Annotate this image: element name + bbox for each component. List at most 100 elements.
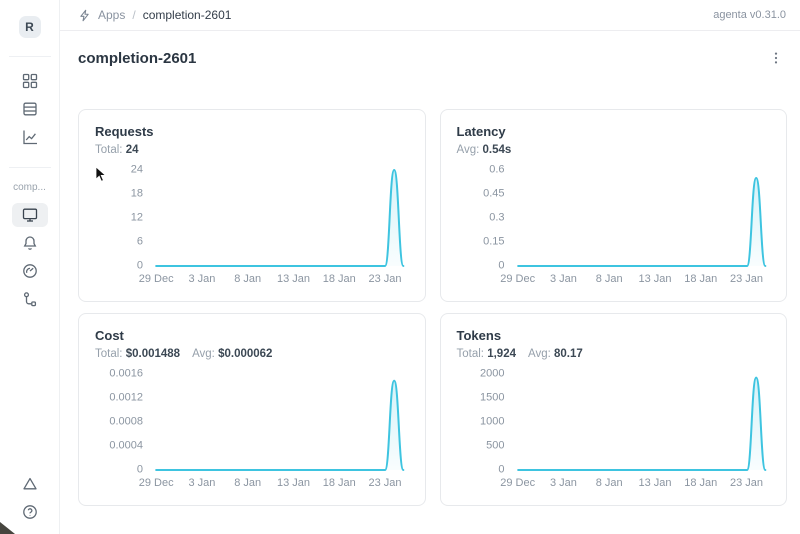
x-tick-label: 18 Jan <box>684 273 718 285</box>
tree-branch-icon <box>23 292 36 307</box>
chart-plot[interactable] <box>151 169 409 267</box>
sidebar-app-nav <box>11 193 48 311</box>
agenta-logo-icon <box>78 9 91 22</box>
workspace-avatar[interactable]: R <box>18 16 41 38</box>
sidebar-divider <box>8 56 51 57</box>
x-tick-label: 18 Jan <box>684 477 718 489</box>
sidebar-item-alerts[interactable] <box>12 472 48 496</box>
sidebar-main-nav <box>12 57 48 149</box>
sidebar-item-help[interactable] <box>12 500 48 524</box>
x-tick-label: 8 Jan <box>595 273 623 285</box>
chart-line <box>518 178 765 266</box>
breadcrumb: Apps / completion-2601 <box>78 8 231 22</box>
y-tick-label: 24 <box>130 163 143 176</box>
x-tick-label: 13 Jan <box>638 273 672 285</box>
sidebar: R comp... <box>0 0 60 534</box>
y-tick-label: 0 <box>136 463 143 476</box>
y-tick-label: 12 <box>130 211 143 224</box>
chart-plot[interactable] <box>513 169 771 267</box>
breadcrumb-apps[interactable]: Apps <box>98 8 126 22</box>
more-options-button[interactable] <box>765 47 787 69</box>
sidebar-item-monitoring[interactable] <box>12 259 48 283</box>
card-stats: Total: 24 <box>95 143 409 158</box>
sidebar-item-apps[interactable] <box>12 69 48 93</box>
chart-line <box>156 170 403 266</box>
latency-card: Latency Avg: 0.54s 0 0.15 0.3 0.45 0.6 29 De… <box>439 109 787 302</box>
main-area: Apps / completion-2601 agenta v0.31.0 co… <box>60 0 800 534</box>
chart-plot[interactable] <box>151 373 409 471</box>
x-tick-label: 23 Jan <box>730 273 764 285</box>
x-tick-label: 3 Jan <box>549 477 577 489</box>
monitor-icon <box>22 208 37 222</box>
page-header: completion-2601 <box>78 47 787 69</box>
y-tick-label: 0.15 <box>483 235 505 248</box>
x-axis: 29 Dec 3 Jan 8 Jan 13 Jan 18 Jan 23 Jan <box>500 471 771 489</box>
y-tick-label: 1500 <box>480 391 505 404</box>
chart-plot[interactable] <box>513 373 771 471</box>
x-tick-label: 29 Dec <box>138 477 174 489</box>
stat-value: 1,924 <box>487 348 516 360</box>
metrics-grid: Requests Total: 24 0 6 12 18 24 29 Dec 3 Jan 8… <box>78 109 787 506</box>
y-tick-label: 1000 <box>480 415 505 428</box>
stat-value: $0.001488 <box>125 348 181 360</box>
sidebar-bottom-nav <box>12 472 48 524</box>
y-tick-label: 0.0012 <box>109 391 143 404</box>
y-tick-label: 2000 <box>480 367 505 380</box>
x-tick-label: 23 Jan <box>368 273 402 285</box>
x-tick-label: 23 Jan <box>730 477 764 489</box>
stat-value: 0.54s <box>482 144 512 156</box>
stat-label: Avg: <box>456 144 480 156</box>
bell-icon <box>23 236 36 250</box>
sidebar-item-test-sets[interactable] <box>12 97 48 121</box>
x-tick-label: 29 Dec <box>138 273 174 285</box>
tokens-chart: 0 500 1000 1500 2000 29 Dec 3 Jan 8 Jan 13 Jan 1… <box>457 368 771 489</box>
requests-chart: 0 6 12 18 24 29 Dec 3 Jan 8 Jan 13 Jan 18 Jan 23 … <box>95 164 409 285</box>
x-tick-label: 13 Jan <box>276 477 310 489</box>
question-circle-icon <box>22 505 37 519</box>
x-axis: 29 Dec 3 Jan 8 Jan 13 Jan 18 Jan 23 Jan <box>139 267 409 285</box>
app-group-label: comp... <box>13 182 46 193</box>
cost-card: Cost Total: $0.001488 Avg: $0.000062 0 0.… <box>78 313 426 506</box>
x-tick-label: 3 Jan <box>188 273 216 285</box>
tokens-card: Tokens Total: 1,924 Avg: 80.17 0 500 1000 1… <box>439 313 787 506</box>
apps-grid-icon <box>22 73 37 89</box>
sidebar-item-notifications[interactable] <box>12 231 48 255</box>
x-tick-label: 13 Jan <box>638 477 672 489</box>
latency-chart: 0 0.15 0.3 0.45 0.6 29 Dec 3 Jan 8 Jan 13 Jan 18… <box>457 164 771 285</box>
y-tick-label: 0.3 <box>489 211 505 224</box>
y-tick-label: 0 <box>498 463 505 476</box>
y-tick-label: 6 <box>136 235 143 248</box>
stat-value: 80.17 <box>554 348 583 360</box>
stat-value: 24 <box>125 144 139 156</box>
stat-label: Avg: <box>192 348 215 360</box>
stat-label: Total: <box>95 144 123 156</box>
y-tick-label: 0.0008 <box>109 415 143 428</box>
chart-area-fill <box>517 177 765 267</box>
x-tick-label: 29 Dec <box>500 273 536 285</box>
card-title: Cost <box>95 328 124 343</box>
y-axis: 0 0.15 0.3 0.45 0.6 <box>457 164 505 271</box>
x-tick-label: 8 Jan <box>234 477 262 489</box>
alert-triangle-icon <box>22 477 37 490</box>
card-stats: Total: $0.001488 Avg: $0.000062 <box>95 347 409 362</box>
x-tick-label: 29 Dec <box>500 477 536 489</box>
sidebar-item-analytics[interactable] <box>12 125 48 149</box>
x-tick-label: 18 Jan <box>322 477 356 489</box>
sidebar-item-traces[interactable] <box>12 287 48 311</box>
y-tick-label: 0 <box>498 259 505 272</box>
card-stats: Total: 1,924 Avg: 80.17 <box>457 347 771 362</box>
x-axis: 29 Dec 3 Jan 8 Jan 13 Jan 18 Jan 23 Jan <box>500 267 771 285</box>
mouse-cursor <box>95 166 107 182</box>
y-tick-label: 0 <box>136 259 143 272</box>
requests-card: Requests Total: 24 0 6 12 18 24 29 Dec 3 Jan 8… <box>78 109 426 302</box>
y-axis: 0 0.0004 0.0008 0.0012 0.0016 <box>95 368 143 475</box>
sidebar-item-overview[interactable] <box>11 203 48 227</box>
x-tick-label: 3 Jan <box>188 477 216 489</box>
card-title: Tokens <box>456 328 502 343</box>
x-tick-label: 18 Jan <box>322 273 356 285</box>
y-tick-label: 500 <box>486 439 505 452</box>
stat-value: $0.000062 <box>218 348 273 360</box>
chart-line <box>518 378 765 470</box>
y-tick-label: 18 <box>130 187 143 200</box>
breadcrumb-separator: / <box>132 8 136 22</box>
